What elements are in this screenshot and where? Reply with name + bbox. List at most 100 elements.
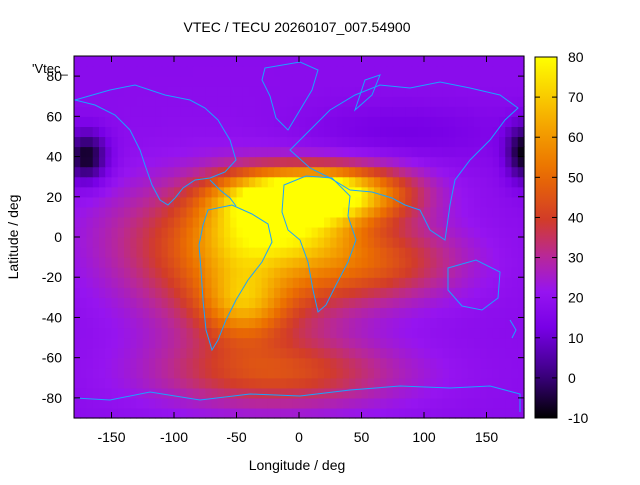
heatmap-cell bbox=[342, 106, 350, 117]
heatmap-cell bbox=[174, 56, 181, 67]
heatmap-cell bbox=[342, 277, 350, 288]
heatmap-cell bbox=[249, 247, 256, 258]
heatmap-cell bbox=[99, 66, 106, 77]
heatmap-cell bbox=[330, 146, 338, 158]
heatmap-cell bbox=[142, 397, 150, 409]
heatmap-cell bbox=[505, 367, 513, 379]
heatmap-cell bbox=[149, 307, 156, 319]
heatmap-cell bbox=[455, 226, 463, 238]
heatmap-cell bbox=[136, 267, 144, 278]
heatmap-cell bbox=[505, 146, 513, 158]
heatmap-cell bbox=[86, 267, 94, 278]
heatmap-cell bbox=[74, 377, 81, 389]
heatmap-cell bbox=[92, 106, 100, 117]
heatmap-cell bbox=[455, 397, 463, 409]
heatmap-cell bbox=[486, 226, 494, 238]
heatmap-cell bbox=[511, 337, 519, 349]
heatmap-cell bbox=[411, 146, 419, 158]
heatmap-cell bbox=[267, 226, 275, 238]
heatmap-cell bbox=[442, 96, 450, 107]
heatmap-cell bbox=[142, 176, 150, 188]
heatmap-cell bbox=[267, 116, 275, 127]
heatmap-cell bbox=[336, 327, 344, 339]
heatmap-cell bbox=[149, 357, 156, 369]
heatmap-cell bbox=[330, 277, 338, 288]
heatmap-cell bbox=[217, 216, 225, 228]
heatmap-cell bbox=[474, 226, 481, 238]
heatmap-cell bbox=[255, 287, 263, 298]
heatmap-cell bbox=[324, 367, 331, 379]
heatmap-cell bbox=[161, 307, 169, 319]
heatmap-cell bbox=[455, 357, 463, 369]
heatmap-cell bbox=[505, 287, 513, 298]
heatmap-cell bbox=[324, 247, 331, 258]
heatmap-cell bbox=[405, 387, 413, 399]
heatmap-cell bbox=[105, 66, 113, 77]
heatmap-cell bbox=[461, 106, 469, 117]
heatmap-cell bbox=[367, 247, 375, 258]
heatmap-cell bbox=[317, 186, 325, 198]
heatmap-cell bbox=[230, 136, 238, 148]
heatmap-cell bbox=[186, 287, 194, 298]
heatmap-cell bbox=[461, 247, 469, 258]
heatmap-cell bbox=[161, 226, 169, 238]
heatmap-cell bbox=[374, 136, 381, 148]
heatmap-cell bbox=[505, 247, 513, 258]
heatmap-cell bbox=[280, 297, 288, 308]
heatmap-cell bbox=[517, 357, 525, 369]
heatmap-cell bbox=[386, 387, 394, 399]
heatmap-cell bbox=[161, 216, 169, 228]
heatmap-cell bbox=[161, 66, 169, 77]
heatmap-cell bbox=[442, 367, 450, 379]
heatmap-cell bbox=[280, 377, 288, 389]
heatmap-cell bbox=[199, 216, 206, 228]
heatmap-cell bbox=[442, 297, 450, 308]
heatmap-cell bbox=[161, 206, 169, 218]
heatmap-cell bbox=[511, 347, 519, 359]
heatmap-cell bbox=[517, 226, 525, 238]
heatmap-cell bbox=[317, 106, 325, 117]
heatmap-cell bbox=[311, 347, 319, 359]
heatmap-cell bbox=[205, 237, 213, 248]
heatmap-cell bbox=[461, 126, 469, 138]
heatmap-cell bbox=[511, 156, 519, 168]
heatmap-cell bbox=[330, 267, 338, 278]
heatmap-cell bbox=[392, 277, 400, 288]
heatmap-cell bbox=[130, 116, 138, 127]
heatmap-cell bbox=[480, 206, 488, 218]
heatmap-cell bbox=[280, 106, 288, 117]
heatmap-cell bbox=[124, 166, 131, 178]
heatmap-cell bbox=[224, 387, 231, 399]
heatmap-cell bbox=[499, 196, 506, 208]
heatmap-cell bbox=[86, 146, 94, 158]
heatmap-cell bbox=[405, 146, 413, 158]
heatmap-cell bbox=[355, 307, 363, 319]
heatmap-cell bbox=[311, 206, 319, 218]
heatmap-cell bbox=[355, 226, 363, 238]
heatmap-cell bbox=[486, 146, 494, 158]
heatmap-cell bbox=[374, 186, 381, 198]
heatmap-cell bbox=[117, 76, 125, 87]
heatmap-cell bbox=[255, 297, 263, 308]
heatmap-cell bbox=[374, 347, 381, 359]
heatmap-cell bbox=[317, 226, 325, 238]
heatmap-cell bbox=[211, 297, 219, 308]
heatmap-cell bbox=[130, 106, 138, 117]
heatmap-cell bbox=[136, 146, 144, 158]
heatmap-cell bbox=[130, 146, 138, 158]
heatmap-cell bbox=[417, 327, 425, 339]
heatmap-cell bbox=[324, 267, 331, 278]
heatmap-cell bbox=[430, 66, 438, 77]
heatmap-cell bbox=[74, 196, 81, 208]
heatmap-cell bbox=[180, 317, 188, 329]
heatmap-cell bbox=[324, 76, 331, 87]
heatmap-cell bbox=[492, 136, 500, 148]
heatmap-cell bbox=[86, 176, 94, 188]
heatmap-cell bbox=[80, 226, 88, 238]
heatmap-cell bbox=[136, 277, 144, 288]
heatmap-cell bbox=[299, 377, 306, 389]
heatmap-cell bbox=[499, 327, 506, 339]
heatmap-cell bbox=[249, 337, 256, 349]
heatmap-cell bbox=[99, 237, 106, 248]
heatmap-cell bbox=[255, 136, 263, 148]
